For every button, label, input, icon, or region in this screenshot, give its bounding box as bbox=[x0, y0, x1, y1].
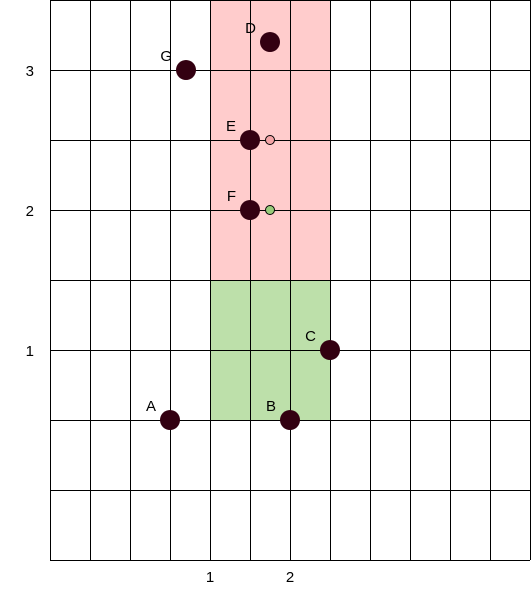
x-tick-label: 2 bbox=[286, 569, 294, 586]
point-label-a: A bbox=[146, 398, 156, 415]
point-label-b: B bbox=[266, 398, 276, 415]
small-marker bbox=[265, 135, 275, 145]
point-g bbox=[176, 60, 196, 80]
point-f bbox=[240, 200, 260, 220]
point-label-e: E bbox=[226, 118, 236, 135]
point-d bbox=[260, 32, 280, 52]
point-label-c: C bbox=[305, 328, 316, 345]
point-e bbox=[240, 130, 260, 150]
point-b bbox=[280, 410, 300, 430]
tick-labels: 1 2 1 2 3 bbox=[26, 63, 295, 586]
labeled-points: A B C D E F G bbox=[146, 20, 340, 430]
y-tick-label: 2 bbox=[26, 203, 34, 220]
x-tick-label: 1 bbox=[206, 569, 214, 586]
grid-lines bbox=[50, 0, 531, 561]
point-label-f: F bbox=[227, 188, 236, 205]
point-label-d: D bbox=[245, 20, 256, 37]
point-label-g: G bbox=[160, 48, 172, 65]
y-tick-label: 1 bbox=[26, 343, 34, 360]
y-tick-label: 3 bbox=[26, 63, 34, 80]
point-c bbox=[320, 340, 340, 360]
small-marker bbox=[265, 205, 275, 215]
point-a bbox=[160, 410, 180, 430]
small-markers bbox=[265, 135, 275, 215]
